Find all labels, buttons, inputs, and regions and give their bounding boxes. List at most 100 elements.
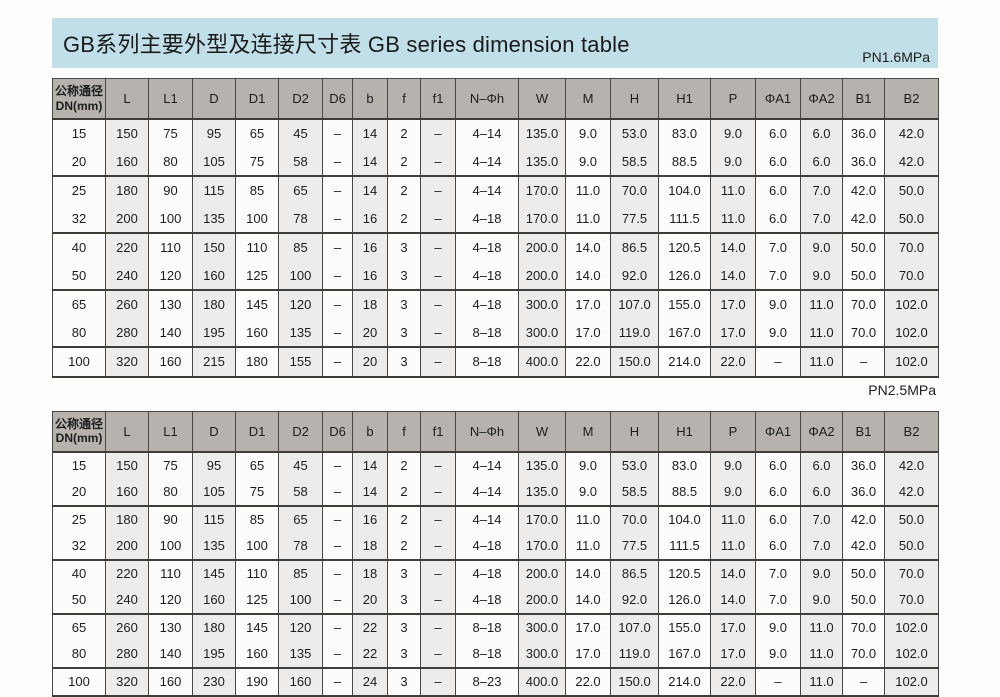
- cell: –: [322, 318, 353, 347]
- cell: 70.0: [884, 261, 939, 290]
- column-header-b: b: [352, 411, 388, 453]
- cell: 9.0: [565, 478, 611, 506]
- cell: 17.0: [565, 640, 611, 668]
- cell: 125: [235, 261, 279, 290]
- table-row-dn100: 100 320 160 230 190 160–24 3–8–23 400.0 22.0 150.…: [52, 666, 939, 696]
- cell: 9.0: [710, 478, 756, 506]
- cell: 190: [235, 666, 279, 696]
- cell: 14: [352, 147, 388, 176]
- cell: 9.0: [565, 147, 611, 176]
- table-row-dn20: 20 160 80 105 75 58–14 2–4–14 135.0 9.0 58.5 88.5 9…: [52, 147, 939, 176]
- cell: 6.0: [755, 532, 801, 560]
- cell: 300.0: [518, 318, 566, 347]
- cell: 78: [278, 532, 323, 560]
- cell: 80: [148, 478, 193, 506]
- cell: 50.0: [884, 504, 939, 533]
- cell: 70.0: [842, 640, 885, 668]
- cell: 9.0: [710, 451, 756, 479]
- cell: 7.0: [755, 232, 801, 262]
- cell: 14.0: [710, 232, 756, 262]
- cell: –: [842, 666, 885, 696]
- cell: 14.0: [565, 558, 611, 587]
- table-row-dn25: 25 180 90 115 85 65–14 2–4–14 170.0 11.0 70.0 104.…: [52, 175, 939, 205]
- cell: 11.0: [710, 204, 756, 233]
- cell: 53.0: [610, 451, 659, 479]
- cell: 7.0: [755, 558, 801, 587]
- cell: 135: [192, 532, 236, 560]
- cell: 14.0: [710, 558, 756, 587]
- cell: 9.0: [755, 289, 801, 319]
- cell: 180: [105, 504, 149, 533]
- cell: 160: [148, 346, 193, 377]
- cell: 86.5: [610, 232, 659, 262]
- cell: 135.0: [518, 478, 566, 506]
- column-header-l1: L1: [148, 78, 193, 120]
- column-header-d6: D6: [322, 78, 353, 120]
- page: GB系列主要外型及连接尺寸表 GB series dimension table…: [52, 18, 939, 697]
- cell: –: [420, 640, 456, 668]
- cell: 65: [278, 504, 323, 533]
- cell: 110: [148, 558, 193, 587]
- cell: 300.0: [518, 612, 566, 641]
- cell: 70.0: [842, 318, 885, 347]
- cell: 4–14: [455, 147, 519, 176]
- cell: 42.0: [842, 532, 885, 560]
- cell: 11.0: [565, 504, 611, 533]
- cell: 200: [105, 204, 149, 233]
- cell: –: [420, 261, 456, 290]
- cell: 85: [235, 175, 279, 205]
- cell: 4–18: [455, 558, 519, 587]
- cell: 195: [192, 318, 236, 347]
- cell: 85: [278, 232, 323, 262]
- cell: 320: [105, 346, 149, 377]
- cell: 320: [105, 666, 149, 696]
- cell: 50.0: [842, 586, 885, 614]
- cell: 11.0: [800, 666, 843, 696]
- cell: –: [755, 346, 801, 377]
- cell: 102.0: [884, 666, 939, 696]
- cell: 3: [387, 612, 421, 641]
- cell: 16: [352, 204, 388, 233]
- cell: 36.0: [842, 147, 885, 176]
- cell-dn: 32: [52, 204, 106, 233]
- cell: 145: [235, 612, 279, 641]
- cell: 102.0: [884, 318, 939, 347]
- cell: 22.0: [710, 346, 756, 377]
- cell: 214.0: [658, 666, 711, 696]
- cell: 102.0: [884, 640, 939, 668]
- cell: 110: [148, 232, 193, 262]
- column-header-d6: D6: [322, 411, 353, 453]
- cell: 160: [235, 318, 279, 347]
- cell: 130: [148, 612, 193, 641]
- cell: 14.0: [565, 261, 611, 290]
- cell: 126.0: [658, 586, 711, 614]
- cell: 110: [235, 232, 279, 262]
- cell: 77.5: [610, 204, 659, 233]
- cell: 2: [387, 147, 421, 176]
- cell: 14.0: [710, 586, 756, 614]
- cell: 11.0: [800, 346, 843, 377]
- column-header-h: H: [610, 78, 659, 120]
- column-header-h: H: [610, 411, 659, 453]
- cell: 50.0: [842, 261, 885, 290]
- cell: 150.0: [610, 346, 659, 377]
- cell: 4–18: [455, 232, 519, 262]
- cell: 120: [148, 261, 193, 290]
- cell: 6.0: [755, 451, 801, 479]
- cell: 180: [105, 175, 149, 205]
- cell: 120.5: [658, 232, 711, 262]
- cell: 126.0: [658, 261, 711, 290]
- cell: 180: [192, 612, 236, 641]
- cell: 42.0: [884, 451, 939, 479]
- cell: 20: [352, 318, 388, 347]
- table-row-dn50: 50 240 120 160 125 100–16 3–4–18 200.0 14.0 92.0 1…: [52, 261, 939, 290]
- cell: 92.0: [610, 261, 659, 290]
- table-row-dn80: 80 280 140 195 160 135–20 3–8–18 300.0 17.0 119.0…: [52, 318, 939, 347]
- cell: 200: [105, 532, 149, 560]
- cell: 150: [105, 119, 149, 148]
- cell: 11.0: [710, 532, 756, 560]
- cell: 7.0: [800, 204, 843, 233]
- cell: 170.0: [518, 204, 566, 233]
- cell: 105: [192, 478, 236, 506]
- cell: 240: [105, 586, 149, 614]
